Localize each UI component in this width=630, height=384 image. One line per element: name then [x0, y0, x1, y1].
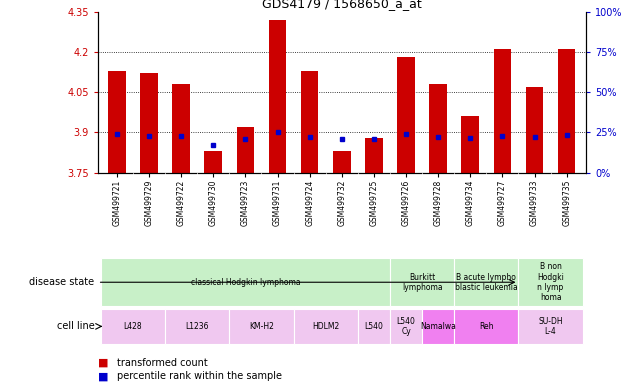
Bar — [165, 309, 229, 344]
Bar — [558, 49, 575, 173]
Text: ■: ■ — [98, 371, 108, 381]
Text: transformed count: transformed count — [117, 358, 207, 368]
Bar — [518, 258, 583, 306]
Bar — [269, 20, 287, 173]
Bar — [294, 309, 358, 344]
Text: HDLM2: HDLM2 — [312, 322, 340, 331]
Title: GDS4179 / 1568650_a_at: GDS4179 / 1568650_a_at — [262, 0, 421, 10]
Text: GSM499722: GSM499722 — [176, 180, 186, 226]
Text: GSM499728: GSM499728 — [433, 180, 443, 226]
Bar — [518, 309, 583, 344]
Text: percentile rank within the sample: percentile rank within the sample — [117, 371, 282, 381]
Text: L428: L428 — [123, 322, 142, 331]
Text: Burkitt
lymphoma: Burkitt lymphoma — [402, 273, 442, 292]
Text: cell line: cell line — [57, 321, 94, 331]
Bar — [229, 309, 294, 344]
Text: disease state: disease state — [30, 277, 94, 287]
Bar — [390, 258, 454, 306]
Text: GSM499725: GSM499725 — [369, 180, 379, 226]
Bar — [140, 73, 158, 173]
Bar — [301, 71, 319, 173]
Bar — [422, 309, 454, 344]
Text: GSM499733: GSM499733 — [530, 180, 539, 226]
Text: GSM499724: GSM499724 — [305, 180, 314, 226]
Bar — [205, 151, 222, 173]
Bar — [101, 309, 165, 344]
Text: GSM499730: GSM499730 — [209, 180, 218, 226]
Text: GSM499729: GSM499729 — [144, 180, 154, 226]
Bar — [429, 84, 447, 173]
Text: L1236: L1236 — [185, 322, 209, 331]
Bar — [173, 84, 190, 173]
Text: L540
Cy: L540 Cy — [396, 317, 415, 336]
Text: GSM499735: GSM499735 — [562, 180, 571, 226]
Text: KM-H2: KM-H2 — [249, 322, 274, 331]
Text: GSM499723: GSM499723 — [241, 180, 250, 226]
Text: B acute lympho
blastic leukemia: B acute lympho blastic leukemia — [455, 273, 518, 292]
Text: Namalwa: Namalwa — [420, 322, 456, 331]
Bar — [390, 309, 422, 344]
Bar — [365, 138, 383, 173]
Text: GSM499731: GSM499731 — [273, 180, 282, 226]
Text: GSM499732: GSM499732 — [337, 180, 346, 226]
Text: GSM499727: GSM499727 — [498, 180, 507, 226]
Text: GSM499726: GSM499726 — [401, 180, 411, 226]
Text: L540: L540 — [365, 322, 383, 331]
Bar — [333, 151, 351, 173]
Text: GSM499721: GSM499721 — [112, 180, 122, 226]
Text: ■: ■ — [98, 358, 108, 368]
Bar — [454, 258, 518, 306]
Bar — [101, 258, 390, 306]
Text: GSM499734: GSM499734 — [466, 180, 475, 226]
Bar — [493, 49, 511, 173]
Bar — [397, 57, 415, 173]
Text: classical Hodgkin lymphoma: classical Hodgkin lymphoma — [191, 278, 301, 287]
Bar — [525, 87, 543, 173]
Bar — [461, 116, 479, 173]
Text: SU-DH
L-4: SU-DH L-4 — [538, 317, 563, 336]
Bar — [108, 71, 126, 173]
Bar — [358, 309, 390, 344]
Text: B non
Hodgki
n lymp
homa: B non Hodgki n lymp homa — [537, 262, 564, 302]
Bar — [454, 309, 518, 344]
Bar — [237, 127, 255, 173]
Text: Reh: Reh — [479, 322, 493, 331]
